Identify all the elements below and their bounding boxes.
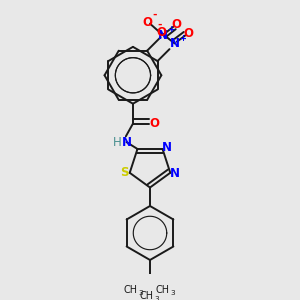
Text: +: + <box>179 34 186 43</box>
Text: H: H <box>113 136 122 148</box>
Text: O: O <box>142 16 152 29</box>
Text: CH: CH <box>140 291 154 300</box>
Text: O: O <box>183 27 193 40</box>
Text: S: S <box>120 166 129 179</box>
Text: CH: CH <box>123 285 137 295</box>
Text: O: O <box>156 26 166 39</box>
Text: -: - <box>153 10 158 20</box>
Text: -: - <box>157 20 162 30</box>
Text: CH: CH <box>155 285 169 295</box>
Text: N: N <box>161 141 172 154</box>
Text: +: + <box>168 25 175 34</box>
Text: O: O <box>171 18 182 31</box>
Text: N: N <box>170 167 180 180</box>
Text: 3: 3 <box>154 296 159 300</box>
Text: 3: 3 <box>138 290 143 296</box>
Text: N: N <box>122 136 131 148</box>
Text: N: N <box>169 37 180 50</box>
Text: O: O <box>149 117 159 130</box>
Text: 3: 3 <box>171 290 175 296</box>
Text: N: N <box>158 28 168 41</box>
